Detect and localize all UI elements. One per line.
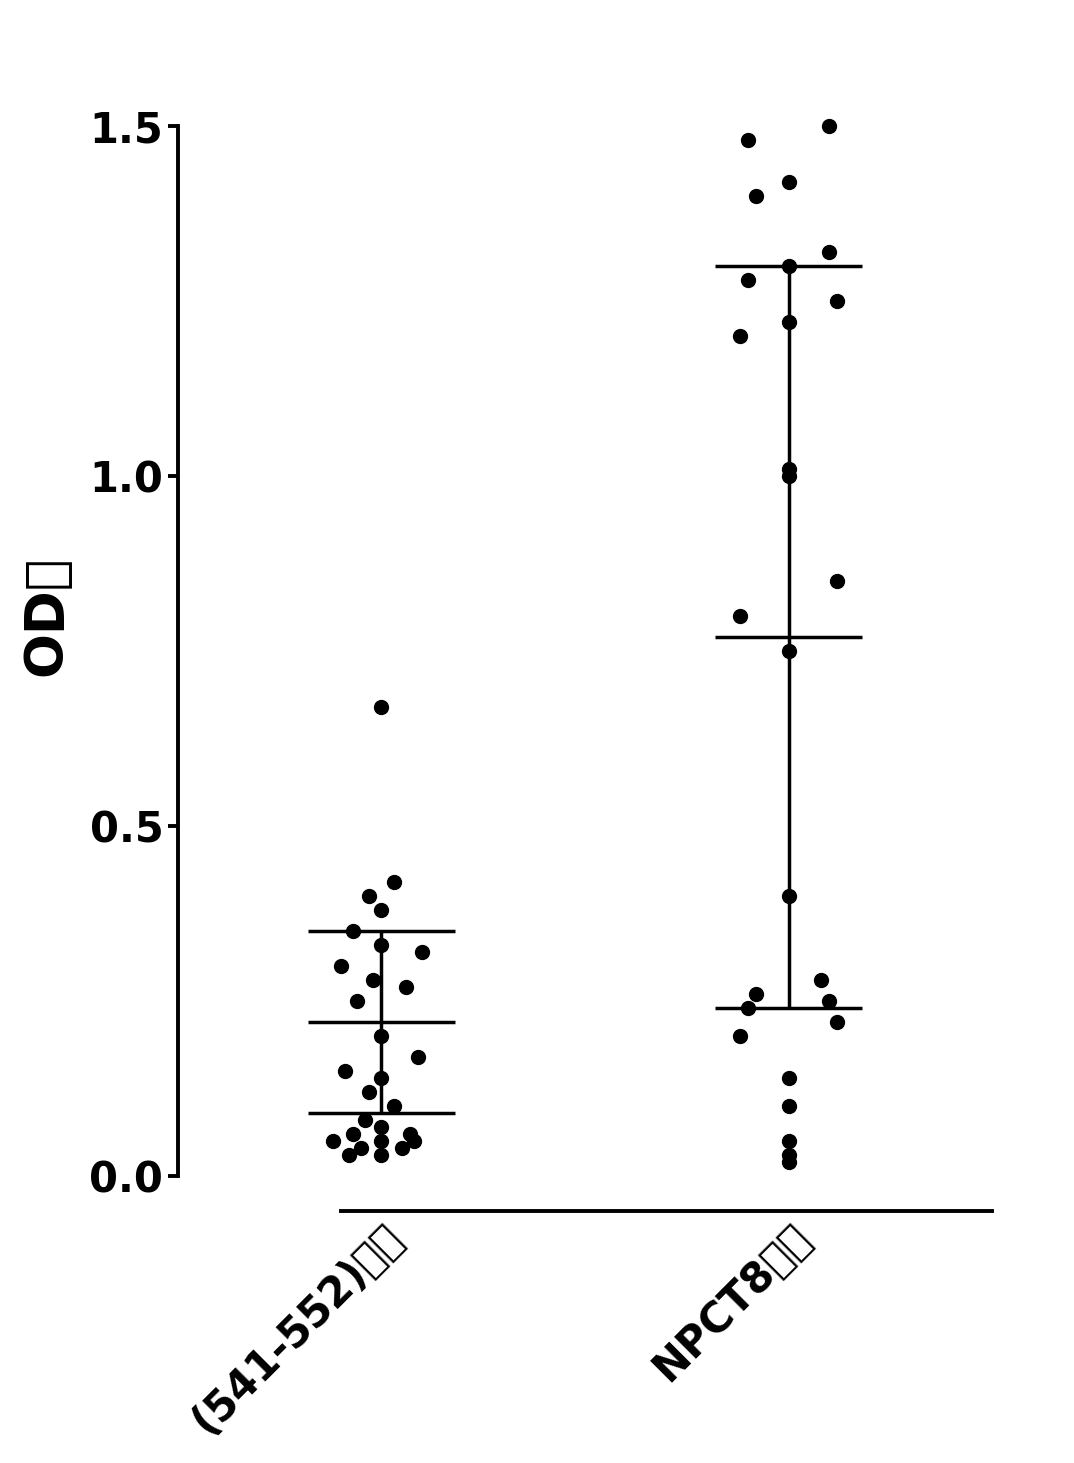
- Point: [780, 1143, 797, 1166]
- Point: [373, 933, 390, 957]
- Point: [731, 325, 749, 348]
- Point: [393, 1135, 410, 1159]
- Point: [780, 639, 797, 663]
- Point: [357, 1107, 374, 1131]
- Point: [739, 129, 756, 152]
- Point: [340, 1143, 358, 1166]
- Point: [397, 974, 415, 998]
- Point: [829, 1009, 846, 1033]
- Point: [345, 1122, 362, 1146]
- Point: [821, 989, 838, 1012]
- Point: [373, 1067, 390, 1090]
- Point: [386, 1094, 403, 1118]
- Point: [373, 1115, 390, 1138]
- Point: [780, 884, 797, 907]
- Point: [780, 255, 797, 278]
- Point: [361, 884, 378, 907]
- Point: [324, 1129, 342, 1153]
- Point: [780, 1067, 797, 1090]
- Point: [780, 1129, 797, 1153]
- Point: [821, 114, 838, 138]
- Point: [373, 1129, 390, 1153]
- Point: [413, 939, 431, 963]
- Point: [780, 456, 797, 480]
- Point: [352, 1135, 369, 1159]
- Point: [780, 170, 797, 193]
- Point: [739, 996, 756, 1020]
- Point: [332, 954, 349, 977]
- Point: [373, 695, 390, 718]
- Point: [748, 184, 765, 208]
- Point: [373, 898, 390, 922]
- Point: [780, 464, 797, 487]
- Point: [345, 919, 362, 942]
- Point: [748, 982, 765, 1005]
- Point: [780, 310, 797, 334]
- Point: [409, 1045, 426, 1068]
- Point: [336, 1059, 353, 1083]
- Point: [373, 1024, 390, 1048]
- Point: [731, 1024, 749, 1048]
- Point: [361, 1080, 378, 1103]
- Point: [821, 240, 838, 263]
- Y-axis label: OD値: OD値: [20, 556, 73, 676]
- Point: [829, 290, 846, 313]
- Point: [406, 1129, 423, 1153]
- Point: [739, 268, 756, 291]
- Point: [373, 1143, 390, 1166]
- Point: [386, 870, 403, 894]
- Point: [780, 1150, 797, 1173]
- Point: [813, 969, 830, 992]
- Point: [365, 969, 382, 992]
- Point: [829, 569, 846, 593]
- Point: [731, 604, 749, 628]
- Point: [348, 989, 365, 1012]
- Point: [402, 1122, 419, 1146]
- Point: [780, 1094, 797, 1118]
